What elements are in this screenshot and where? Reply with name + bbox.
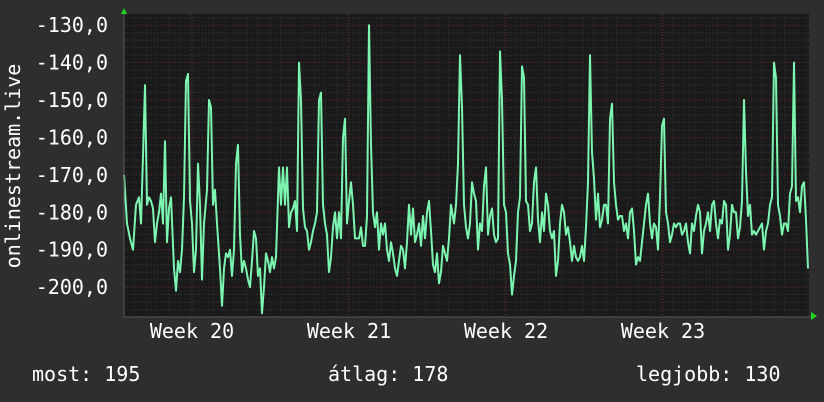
x-tick-label: Week 22	[464, 319, 548, 343]
y-tick-label: -190,0	[36, 238, 108, 262]
x-tick-label: Week 20	[150, 319, 234, 343]
x-tick-label: Week 21	[307, 319, 391, 343]
y-tick-label: -140,0	[36, 51, 108, 75]
current-label: most:	[32, 362, 93, 386]
best-label: legjobb:	[636, 362, 733, 386]
average-value: 178	[412, 362, 449, 386]
y-tick-label: -170,0	[36, 163, 108, 187]
best-value: 130	[744, 362, 781, 386]
current-stat: most: 195	[32, 362, 140, 386]
y-tick-label: -180,0	[36, 200, 108, 224]
best-stat: legjobb: 130	[636, 362, 781, 386]
y-tick-label: -200,0	[36, 275, 108, 299]
series-line	[123, 24, 809, 315]
average-stat: átlag: 178	[328, 362, 448, 386]
y-tick-labels: -130,0 -140,0 -150,0 -160,0 -170,0 -180,0 -190…	[36, 13, 108, 299]
x-tick-labels: Week 20 Week 21 Week 22 Week 23	[150, 319, 705, 343]
plot-background	[124, 14, 809, 317]
y-tick-label: -130,0	[36, 13, 108, 37]
y-axis-label: onlinestream.live	[1, 64, 25, 269]
x-tick-label: Week 23	[621, 319, 705, 343]
x-axis-arrow-icon	[811, 312, 817, 320]
y-axis-arrow-icon	[121, 8, 127, 14]
y-tick-label: -160,0	[36, 125, 108, 149]
current-value: 195	[104, 362, 141, 386]
week-grid	[191, 14, 664, 317]
y-tick-label: -150,0	[36, 88, 108, 112]
minor-grid	[124, 14, 809, 318]
average-label: átlag:	[328, 362, 401, 386]
